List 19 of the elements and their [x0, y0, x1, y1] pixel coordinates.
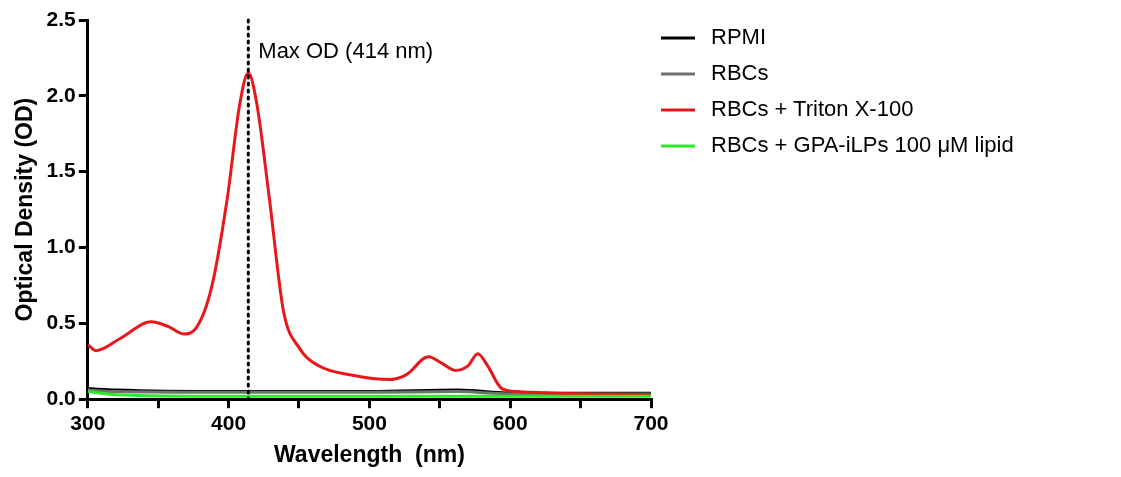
x-tick-label: 400 — [211, 410, 247, 434]
x-tick-label: 700 — [633, 410, 669, 434]
y-tick-label: 2.5 — [46, 6, 77, 30]
y-axis-title: Optical Density (OD) — [11, 97, 38, 322]
x-tick-label: 300 — [70, 410, 106, 434]
x-tick-label: 600 — [492, 410, 528, 434]
legend-label: RBCs — [711, 60, 769, 86]
legend-label: RBCs + GPA-iLPs 100 μM lipid — [711, 132, 1014, 158]
legend-label: RBCs + Triton X-100 — [711, 96, 914, 122]
ref-line-label: Max OD (414 nm) — [258, 38, 434, 64]
y-tick-label: 0.5 — [46, 310, 77, 334]
legend-label: RPMI — [711, 24, 766, 50]
y-tick-label: 1.0 — [46, 234, 76, 258]
x-axis-title: Wavelength (nm) — [273, 440, 465, 467]
y-tick-label: 1.5 — [46, 158, 77, 182]
line-series — [87, 71, 651, 397]
y-tick-label: 2.0 — [46, 82, 76, 106]
y-tick-label: 0.0 — [46, 386, 76, 409]
x-tick-label: 500 — [351, 410, 387, 434]
